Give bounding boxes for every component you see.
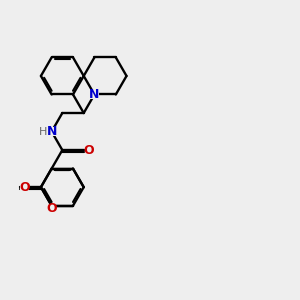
Text: O: O — [84, 144, 94, 157]
Text: N: N — [47, 125, 57, 138]
Bar — [20, 183, 29, 191]
Bar — [90, 90, 99, 99]
Bar — [85, 146, 94, 154]
Text: O: O — [20, 181, 30, 194]
Text: H: H — [39, 127, 47, 136]
Text: O: O — [46, 202, 57, 214]
Bar — [40, 127, 57, 136]
Bar — [47, 204, 56, 212]
Text: N: N — [89, 88, 100, 101]
